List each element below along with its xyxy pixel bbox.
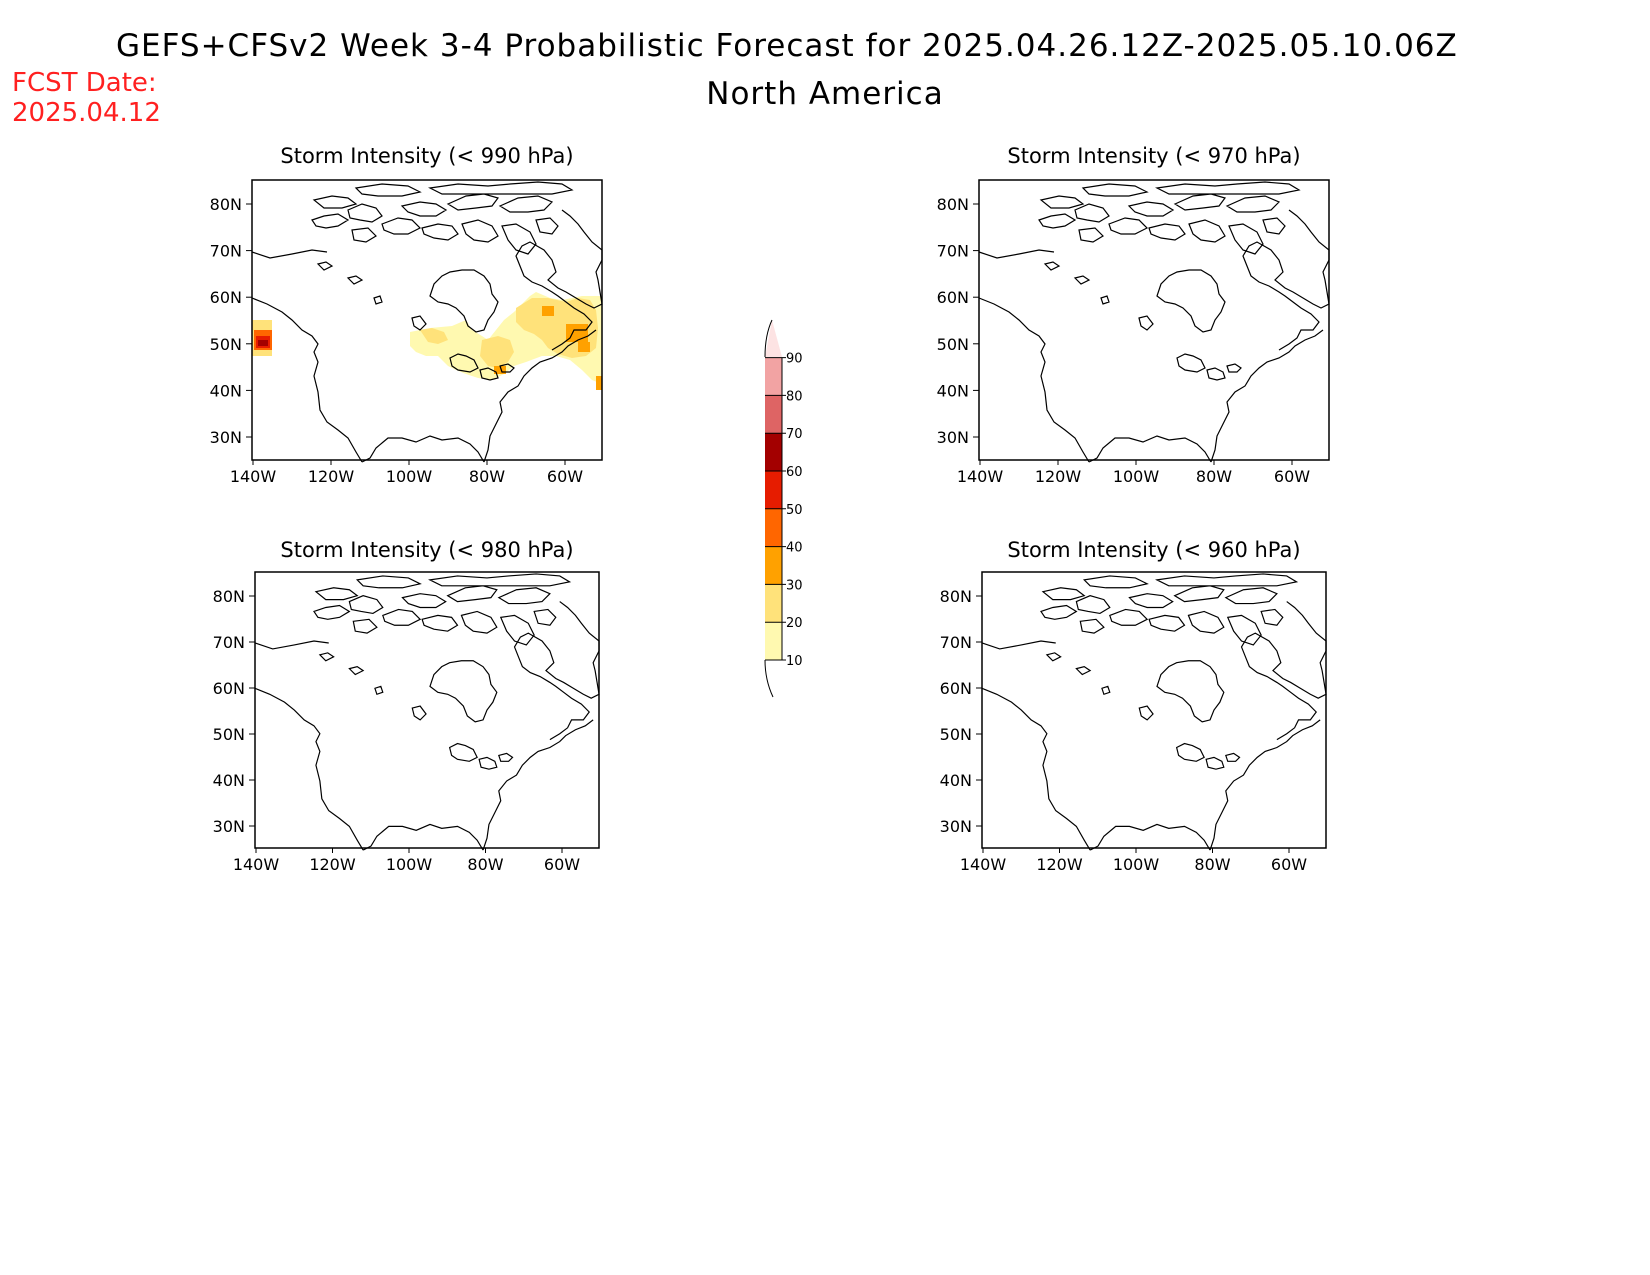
colorbar-swatch	[765, 584, 782, 623]
lat-tick-label: 60N	[937, 288, 969, 307]
lat-tick-label: 40N	[213, 771, 245, 790]
colorbar-swatch	[765, 433, 782, 471]
map-frame	[254, 571, 600, 849]
colorbar-label: 90	[786, 352, 803, 367]
lon-tick-label: 140W	[960, 855, 1007, 874]
lat-tick-label: 40N	[940, 771, 972, 790]
lon-tick-label: 120W	[308, 467, 355, 486]
lat-tick-label: 70N	[213, 633, 245, 652]
panel-970	[978, 179, 1330, 463]
lat-tick-label: 80N	[940, 587, 972, 606]
panel-title-970: Storm Intensity (< 970 hPa)	[1007, 144, 1300, 168]
lon-tick-label: 80W	[467, 855, 503, 874]
colorbar-bottom-edge	[764, 659, 774, 698]
map-frame	[978, 179, 1330, 461]
panel-title-980: Storm Intensity (< 980 hPa)	[280, 538, 573, 562]
panel-960	[981, 571, 1327, 851]
colorbar-label: 20	[786, 616, 803, 631]
lon-tick-label: 60W	[1274, 467, 1310, 486]
colorbar-label: 80	[786, 389, 803, 404]
colorbar-label: 70	[786, 427, 803, 442]
lat-tick-label: 80N	[213, 587, 245, 606]
map-frame	[981, 571, 1327, 849]
colorbar-top-cap	[765, 320, 782, 357]
panel-980	[254, 571, 600, 851]
lat-tick-label: 50N	[937, 335, 969, 354]
lat-tick-label: 40N	[210, 381, 242, 400]
lon-tick-label: 120W	[309, 855, 356, 874]
region-subtitle: North America	[0, 76, 1650, 112]
fcst-date-value: 2025.04.12	[12, 98, 161, 128]
lat-tick-label: 70N	[937, 242, 969, 261]
lat-tick-label: 30N	[213, 817, 245, 836]
forecast-title: GEFS+CFSv2 Week 3-4 Probabilistic Foreca…	[116, 28, 1458, 64]
axis-labels: 80N 70N 60N 50N 40N 30N 140W 120W 100W 80W 60W 80N 7…	[210, 195, 1311, 874]
lat-tick-label: 30N	[940, 817, 972, 836]
lat-tick-label: 80N	[210, 195, 242, 214]
lon-tick-label: 80W	[469, 467, 505, 486]
lon-tick-label: 120W	[1035, 467, 1082, 486]
lat-tick-label: 70N	[940, 633, 972, 652]
lon-tick-label: 60W	[1271, 855, 1307, 874]
lat-tick-label: 50N	[213, 725, 245, 744]
lon-tick-label: 140W	[233, 855, 280, 874]
colorbar-label: 10	[786, 654, 803, 669]
lon-tick-label: 80W	[1196, 467, 1232, 486]
lat-tick-label: 70N	[210, 242, 242, 261]
lat-tick-label: 50N	[940, 725, 972, 744]
region-label: North America	[706, 76, 944, 112]
colorbar-swatch	[765, 395, 782, 434]
colorbar-label: 30	[786, 578, 803, 593]
map-frame	[251, 179, 603, 461]
colorbar-label: 60	[786, 465, 803, 480]
lat-tick-label: 60N	[210, 288, 242, 307]
lat-tick-label: 80N	[937, 195, 969, 214]
colorbar-swatch	[765, 622, 782, 660]
lat-tick-label: 60N	[213, 679, 245, 698]
lon-tick-label: 80W	[1194, 855, 1230, 874]
lat-tick-label: 30N	[210, 428, 242, 447]
lat-tick-label: 30N	[937, 428, 969, 447]
fcst-date-label: FCST Date:	[12, 68, 157, 98]
lon-tick-label: 100W	[1113, 855, 1160, 874]
colorbar: 10 20 30 40 50 60 70 80 90	[764, 319, 803, 698]
colorbar-swatch	[765, 471, 782, 509]
lon-tick-label: 120W	[1036, 855, 1083, 874]
lon-tick-label: 100W	[386, 855, 433, 874]
lon-tick-label: 60W	[547, 467, 583, 486]
colorbar-label: 50	[786, 503, 803, 518]
panel-title-990: Storm Intensity (< 990 hPa)	[280, 144, 573, 168]
lon-tick-label: 100W	[386, 467, 433, 486]
lon-tick-label: 60W	[544, 855, 580, 874]
colorbar-swatch	[765, 546, 782, 585]
panel-title-960: Storm Intensity (< 960 hPa)	[1007, 538, 1300, 562]
lon-tick-label: 140W	[957, 467, 1004, 486]
colorbar-label: 40	[786, 541, 803, 556]
colorbar-swatch	[765, 508, 782, 547]
panel-990	[251, 179, 603, 463]
colorbar-top-edge	[764, 319, 773, 358]
lat-tick-label: 40N	[937, 381, 969, 400]
lon-tick-label: 140W	[230, 467, 277, 486]
lon-tick-label: 100W	[1113, 467, 1160, 486]
lat-tick-label: 50N	[210, 335, 242, 354]
probability-shading	[252, 292, 602, 390]
colorbar-swatch	[765, 357, 782, 396]
lat-tick-label: 60N	[940, 679, 972, 698]
